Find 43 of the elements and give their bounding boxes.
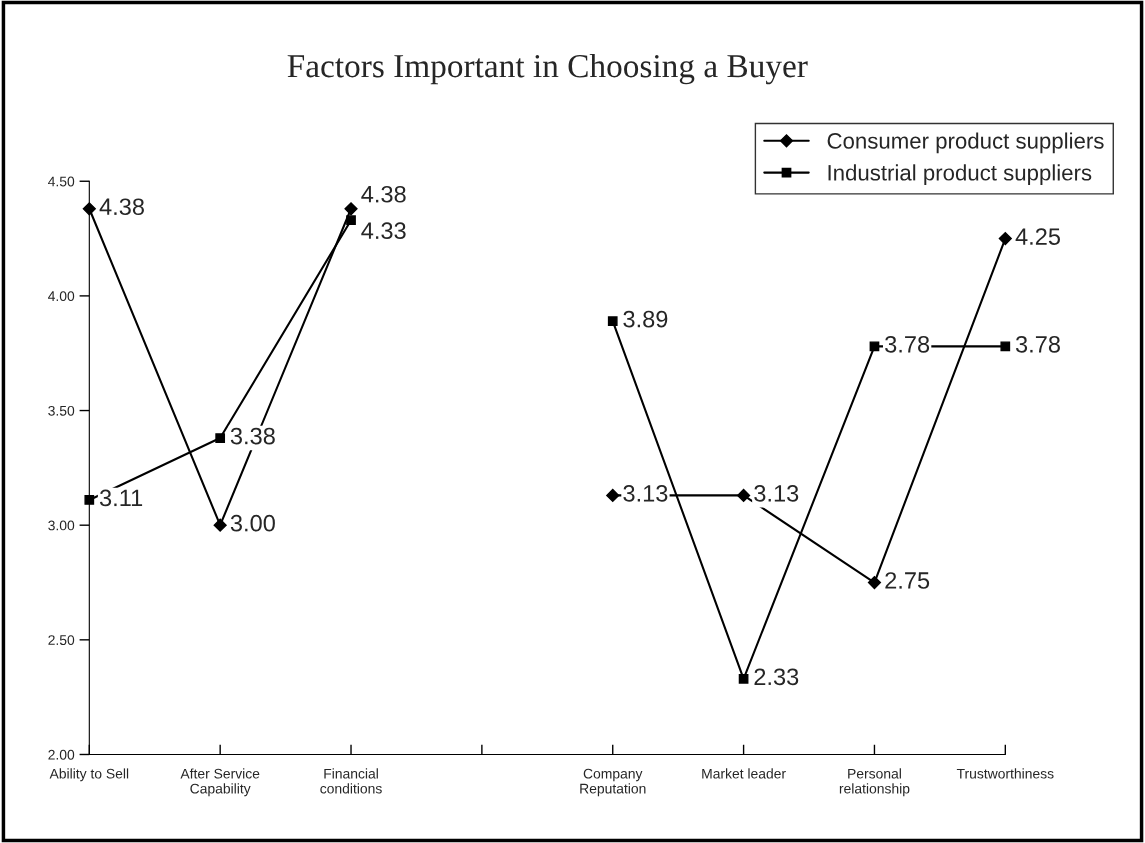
y-tick-label: 3.00 xyxy=(48,520,75,531)
y-tick-label: 4.50 xyxy=(48,176,75,187)
y-tick-label: 2.50 xyxy=(48,635,75,646)
legend-label: Consumer product suppliers xyxy=(827,132,1104,154)
data-label: 4.25 xyxy=(1015,228,1060,245)
data-label: 3.13 xyxy=(754,485,799,502)
point xyxy=(1000,341,1011,352)
point xyxy=(215,433,226,443)
point xyxy=(84,495,95,505)
point xyxy=(869,341,880,352)
x-tick-label: Company Reputation xyxy=(580,768,646,797)
point xyxy=(344,202,358,216)
data-label: 3.00 xyxy=(230,514,275,532)
data-label: 4.38 xyxy=(99,198,144,216)
x-tick-label: Market leader xyxy=(702,768,786,779)
chart-title: Factors Important in Choosing a Buyer xyxy=(287,53,808,85)
data-label: 3.78 xyxy=(1015,335,1060,353)
x-tick-label: Financial conditions xyxy=(320,768,382,794)
data-label: 2.33 xyxy=(754,668,799,686)
x-tick-label: Trustworthiness xyxy=(956,768,1054,779)
y-tick-label: 4.00 xyxy=(48,291,75,302)
point xyxy=(346,215,356,226)
data-label: 3.38 xyxy=(230,427,275,445)
point xyxy=(606,488,620,502)
point xyxy=(867,575,882,590)
data-label: 2.75 xyxy=(885,572,930,589)
legend-label: Industrial product suppliers xyxy=(828,164,1092,185)
point xyxy=(998,231,1012,246)
point xyxy=(737,488,751,502)
y-tick-label: 2.00 xyxy=(48,749,75,760)
data-label: 3.89 xyxy=(623,310,668,328)
data-label: 3.13 xyxy=(623,485,668,502)
data-label: 4.38 xyxy=(361,185,406,203)
x-tick-label: After Service Capability xyxy=(180,768,260,797)
point xyxy=(738,673,749,684)
x-tick-label: Ability to Sell xyxy=(49,768,129,782)
data-label: 3.11 xyxy=(99,489,143,507)
point xyxy=(213,518,227,532)
point xyxy=(607,316,618,326)
data-label: 4.33 xyxy=(361,222,406,240)
y-tick-label: 3.50 xyxy=(48,405,75,416)
x-tick-label: Personal relationship xyxy=(839,768,910,797)
data-label: 3.78 xyxy=(885,335,930,353)
